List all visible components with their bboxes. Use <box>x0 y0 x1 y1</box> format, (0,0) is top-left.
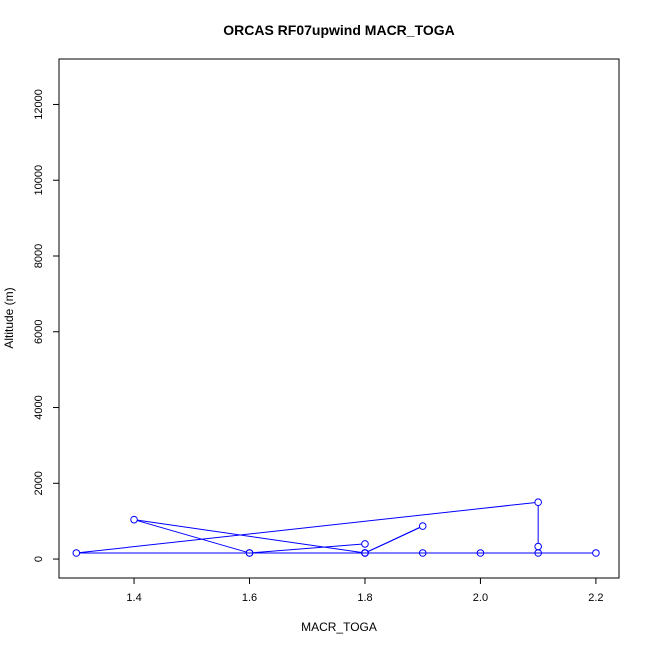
series-line-segment <box>137 519 362 554</box>
data-point <box>361 549 369 557</box>
y-axis: 0 2000 4000 6000 8000 10000 12000 <box>33 89 60 562</box>
x-axis-label: MACR_TOGA <box>301 620 377 634</box>
data-point <box>592 549 600 557</box>
data-point <box>534 498 542 507</box>
series-line-segment <box>137 520 247 553</box>
data-point <box>361 540 369 548</box>
data-point <box>245 549 254 557</box>
data-point <box>476 549 485 557</box>
y-tick-label: 6000 <box>33 320 45 344</box>
series-line-segment <box>79 502 535 554</box>
y-tick-label: 4000 <box>33 395 45 419</box>
y-tick-label: 10000 <box>33 165 45 196</box>
y-tick-label: 8000 <box>33 244 45 268</box>
x-tick-label: 2.2 <box>588 592 603 604</box>
series-line-segment <box>252 543 362 554</box>
data-point <box>418 522 427 530</box>
x-tick-label: 2.0 <box>473 592 488 604</box>
y-axis-label: Altitude (m) <box>2 287 16 348</box>
y-tick-label: 0 <box>33 556 45 562</box>
chart-title: ORCAS RF07upwind MACR_TOGA <box>223 22 455 38</box>
x-tick-label: 1.8 <box>357 592 372 604</box>
y-tick-label: 2000 <box>33 471 45 495</box>
data-point <box>130 515 138 524</box>
x-tick-label: 1.6 <box>242 592 257 604</box>
series-line-segment <box>367 527 420 553</box>
series-layer <box>72 498 600 557</box>
data-point <box>72 549 81 557</box>
y-tick-label: 12000 <box>33 89 45 120</box>
x-tick-label: 1.4 <box>126 592 141 604</box>
x-axis: 1.4 1.6 1.8 2.0 2.2 <box>126 577 604 604</box>
data-point <box>418 549 427 557</box>
data-point <box>534 542 542 551</box>
